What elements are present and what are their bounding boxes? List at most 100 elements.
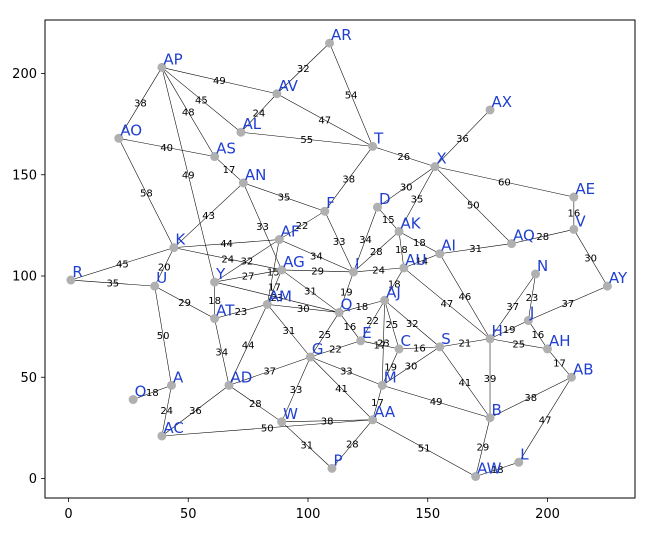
edge-weight-label: 24 [221,254,234,265]
edge-AD-W [228,385,282,423]
edge-weight-label: 38 [321,416,334,427]
edge-weight-label: 27 [242,272,255,283]
edge-weight-label: 22 [329,344,342,355]
node-label-L: L [520,445,529,463]
x-tick-label: 0 [64,507,72,522]
node-Y [210,277,220,287]
edge-AK-I [353,231,400,273]
edge-AM-Q [267,304,340,313]
edge-weight-label: 25 [512,339,525,350]
node-AF [274,235,284,245]
edge-weight-label: 23 [235,307,248,318]
edge-AG-I [281,269,354,273]
edge-M-AA [372,385,383,420]
edge-AV-AL [240,93,278,133]
edge-G-AD [228,356,311,386]
x-axis: 0 50 100 150 200 [64,498,560,522]
node-label-AE: AE [575,180,595,198]
edge-weight-label: 45 [116,259,129,270]
edge-R-U [70,279,155,287]
edge-weight-label: 50 [261,423,274,434]
edge-AJ-C [384,300,400,349]
node-label-AM: AM [269,287,292,305]
edge-weight-label: 29 [311,266,324,277]
edge-weight-label: 33 [290,385,303,396]
edge-AP-AS [161,67,215,157]
node-U [150,281,160,291]
edge-AU-AI [403,253,440,269]
x-tick-label: 150 [415,507,440,522]
edge-J-AH [528,320,548,350]
edge-AA-AW [372,419,476,477]
node-K [169,243,179,253]
node-label-H: H [492,322,503,340]
edge-weight-label: 21 [459,338,472,349]
edge-AG-Q [281,269,340,313]
node-G [305,352,315,362]
edge-AV-T [276,93,373,147]
edge-weight-label: 55 [300,135,313,146]
edge-Q-AJ [339,300,385,313]
edge-E-C [360,340,400,350]
edge-weight-label: 17 [268,283,281,294]
edge-Q-E [338,312,361,341]
edge-weight-label: 17 [371,398,384,409]
edge-I-AU [353,267,404,273]
edge-AB-B [489,377,572,418]
node-label-AF: AF [281,223,300,241]
edges-layer [70,42,608,477]
edge-Q-G [310,312,340,358]
node-label-O: O [135,383,147,401]
edge-weight-label: 19 [384,363,397,374]
edge-weight-label: 38 [524,393,537,404]
edge-V-AQ [511,229,574,244]
node-label-AB: AB [573,360,594,378]
node-AX [485,105,495,115]
edge-weight-label: 32 [241,256,254,267]
edge-AF-K [173,239,280,248]
edge-AT-AD [214,318,230,386]
edge-G-AA [310,356,373,420]
node-AQ [507,239,517,249]
node-D [372,202,382,212]
edge-C-S [398,346,440,350]
node-AD [224,380,234,390]
edge-H-AH [489,338,548,350]
edge-weight-label: 34 [310,251,323,262]
node-label-C: C [401,332,411,350]
edge-weight-label: 33 [340,367,353,378]
node-AM [262,299,272,309]
node-T [368,141,378,151]
edge-weight-label: 36 [456,134,469,145]
edge-weight-label: 31 [282,326,295,337]
edge-weight-label: 26 [397,152,410,163]
node-AH [543,344,552,354]
node-AN [238,178,248,188]
edge-weight-label: 38 [134,98,147,109]
edge-S-B [439,346,491,418]
edge-AJ-S [384,300,440,348]
edge-weight-label: 47 [539,415,552,426]
edge-weight-label: 31 [469,244,482,255]
node-label-W: W [283,405,298,423]
edge-X-D [377,166,436,208]
edge-weight-label: 47 [441,299,454,310]
node-AC [157,431,167,441]
edge-AU-AJ [384,267,405,301]
edge-weight-label: 22 [296,221,309,232]
edge-J-AY [528,285,608,321]
edge-AF-AM [267,239,280,305]
edge-H-S [439,338,491,348]
edge-K-R [70,247,174,281]
edge-weight-label: 18 [395,245,408,256]
edge-AM-G [267,304,311,358]
node-B [485,413,495,423]
node-label-A: A [173,368,184,386]
y-tick-label: 0 [29,472,37,487]
edge-weight-label: 29 [178,298,191,309]
edge-weight-label: 16 [413,343,426,354]
edge-weight-label: 17 [553,359,566,370]
edge-weight-label: 51 [418,444,431,455]
edge-weight-label: 23 [377,338,390,349]
node-label-J: J [529,304,534,322]
